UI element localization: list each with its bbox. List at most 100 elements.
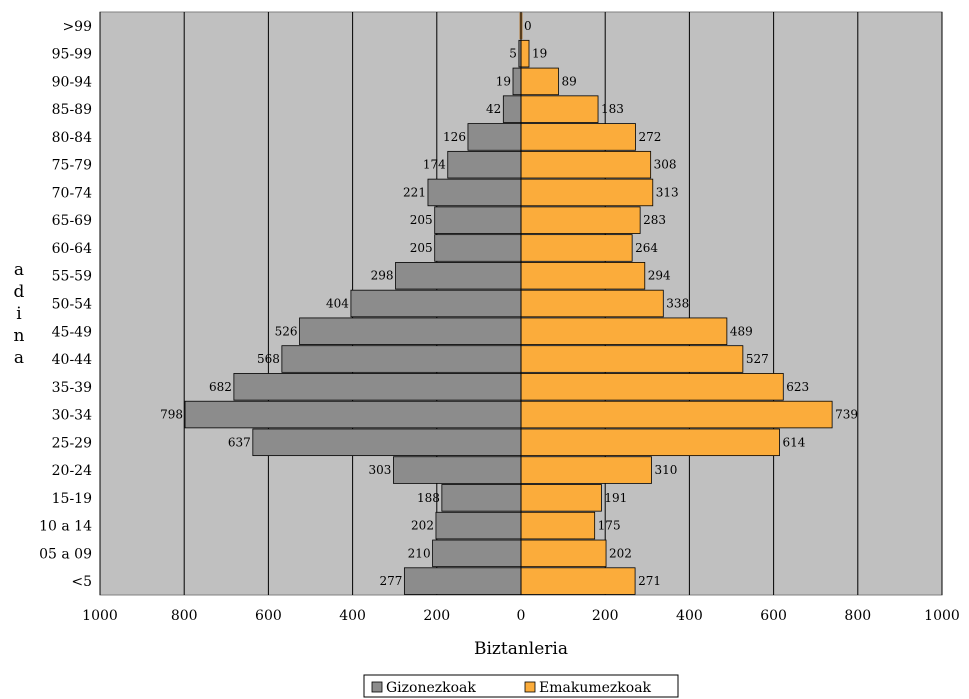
y-tick-label: 55-59: [52, 269, 92, 285]
bar-emakumezkoak: [520, 567, 636, 595]
bar-gizonezkoak: [435, 511, 522, 540]
legend-label-gizonezkoak: Gizonezkoak: [386, 680, 476, 696]
data-label-gizonezkoak: 404: [326, 297, 349, 311]
data-label-emakumezkoak: 489: [730, 324, 753, 338]
data-label-gizonezkoak: 682: [209, 380, 232, 394]
y-tick-label: 10 a 14: [39, 519, 92, 535]
x-axis-title: Biztanleria: [474, 639, 568, 659]
y-tick-label: 85-89: [52, 102, 92, 118]
x-tick-labels: 1000 800 600 400 200 0 200 400 600 800 1000: [82, 608, 960, 624]
data-label-gizonezkoak: 42: [486, 102, 501, 116]
bar-emakumezkoak: [520, 539, 607, 568]
bar-gizonezkoak: [467, 123, 522, 151]
bar-emakumezkoak: [520, 178, 654, 207]
data-label-gizonezkoak: 637: [228, 435, 251, 449]
data-label-gizonezkoak: 188: [417, 491, 440, 505]
data-label-gizonezkoak: 210: [408, 546, 431, 560]
data-label-gizonezkoak: 303: [369, 463, 392, 477]
y-axis-title-letter: a: [14, 348, 24, 368]
x-tick-label: 800: [171, 608, 198, 624]
data-label-gizonezkoak: 205: [410, 241, 433, 255]
x-tick-label: 400: [339, 608, 366, 624]
y-tick-label: 80-84: [52, 130, 92, 146]
y-tick-label: 45-49: [52, 324, 92, 340]
data-label-emakumezkoak: 313: [656, 185, 679, 199]
legend: Gizonezkoak Emakumezkoak: [363, 674, 679, 698]
y-tick-label: 75-79: [52, 158, 92, 174]
bar-emakumezkoak: [520, 206, 641, 234]
data-label-gizonezkoak: 221: [403, 185, 426, 199]
data-label-emakumezkoak: 527: [746, 352, 769, 366]
bar-gizonezkoak: [299, 317, 522, 345]
data-label-emakumezkoak: 338: [666, 297, 689, 311]
y-tick-label: 05 a 09: [39, 546, 92, 562]
bar-emakumezkoak: [520, 289, 664, 318]
data-label-emakumezkoak: 271: [638, 574, 661, 588]
bar-gizonezkoak: [233, 373, 522, 401]
data-label-gizonezkoak: 19: [496, 74, 511, 88]
y-tick-label: <5: [71, 574, 92, 590]
data-label-emakumezkoak: 202: [609, 546, 632, 560]
bar-gizonezkoak: [184, 400, 522, 429]
legend-swatch-gizonezkoak: [371, 681, 383, 693]
y-tick-label: 20-24: [52, 463, 92, 479]
y-axis-title-letter: d: [14, 282, 25, 302]
data-label-emakumezkoak: 308: [654, 158, 677, 172]
bar-emakumezkoak: [520, 428, 780, 457]
x-tick-label: 200: [423, 608, 450, 624]
y-tick-labels: >99 95-99 90-94 85-89 80-84 75-79 70-74 65-69 60…: [39, 19, 92, 590]
data-label-emakumezkoak: 264: [635, 241, 658, 255]
bar-gizonezkoak: [350, 289, 522, 318]
y-tick-label: 40-44: [52, 352, 92, 368]
x-tick-label: 400: [676, 608, 703, 624]
y-axis-title-letter: a: [14, 260, 24, 280]
bar-gizonezkoak: [432, 539, 522, 568]
bar-emakumezkoak: [520, 234, 633, 262]
bar-gizonezkoak: [393, 456, 522, 484]
x-tick-label: 200: [592, 608, 619, 624]
y-tick-label: 70-74: [52, 185, 92, 201]
bar-gizonezkoak: [281, 345, 522, 373]
data-label-gizonezkoak: 205: [410, 213, 433, 227]
bar-gizonezkoak: [441, 484, 522, 512]
data-label-emakumezkoak: 614: [782, 435, 805, 449]
bar-emakumezkoak: [520, 67, 559, 96]
bar-gizonezkoak: [502, 95, 522, 123]
y-tick-label: 60-64: [52, 241, 92, 257]
y-tick-label: 65-69: [52, 213, 92, 229]
bar-emakumezkoak: [520, 400, 833, 429]
bar-gizonezkoak: [395, 262, 522, 290]
data-label-gizonezkoak: 5: [509, 47, 517, 61]
data-label-gizonezkoak: 174: [423, 158, 446, 172]
bar-gizonezkoak: [512, 67, 522, 96]
bar-gizonezkoak: [434, 206, 522, 234]
legend-label-emakumezkoak: Emakumezkoak: [539, 680, 652, 696]
data-label-emakumezkoak: 175: [598, 519, 621, 533]
bar-gizonezkoak: [252, 428, 522, 457]
y-tick-label: 30-34: [52, 408, 92, 424]
bar-emakumezkoak: [520, 484, 602, 512]
y-axis-title-letter: n: [14, 326, 25, 346]
data-label-emakumezkoak: 191: [604, 491, 627, 505]
bar-emakumezkoak: [520, 95, 599, 123]
y-tick-label: >99: [62, 19, 92, 35]
bar-emakumezkoak: [520, 262, 646, 290]
data-label-emakumezkoak: 19: [532, 47, 547, 61]
data-label-emakumezkoak: 623: [786, 380, 809, 394]
bar-gizonezkoak: [427, 178, 522, 207]
bar-emakumezkoak: [520, 150, 652, 179]
y-tick-label: 25-29: [52, 435, 92, 451]
legend-swatch-emakumezkoak: [524, 681, 536, 693]
legend-box: [363, 674, 679, 698]
x-tick-label: 1000: [82, 608, 118, 624]
data-label-emakumezkoak: 272: [639, 130, 662, 144]
x-tick-label: 1000: [924, 608, 960, 624]
y-tick-label: 35-39: [52, 380, 92, 396]
data-label-emakumezkoak: 183: [601, 102, 624, 116]
data-label-gizonezkoak: 202: [411, 519, 434, 533]
data-labels: 05 19 19 89 42 183 126 272 174 308 221 313 205 283 205…: [160, 19, 858, 588]
bars: [184, 12, 833, 595]
data-label-gizonezkoak: 126: [443, 130, 466, 144]
